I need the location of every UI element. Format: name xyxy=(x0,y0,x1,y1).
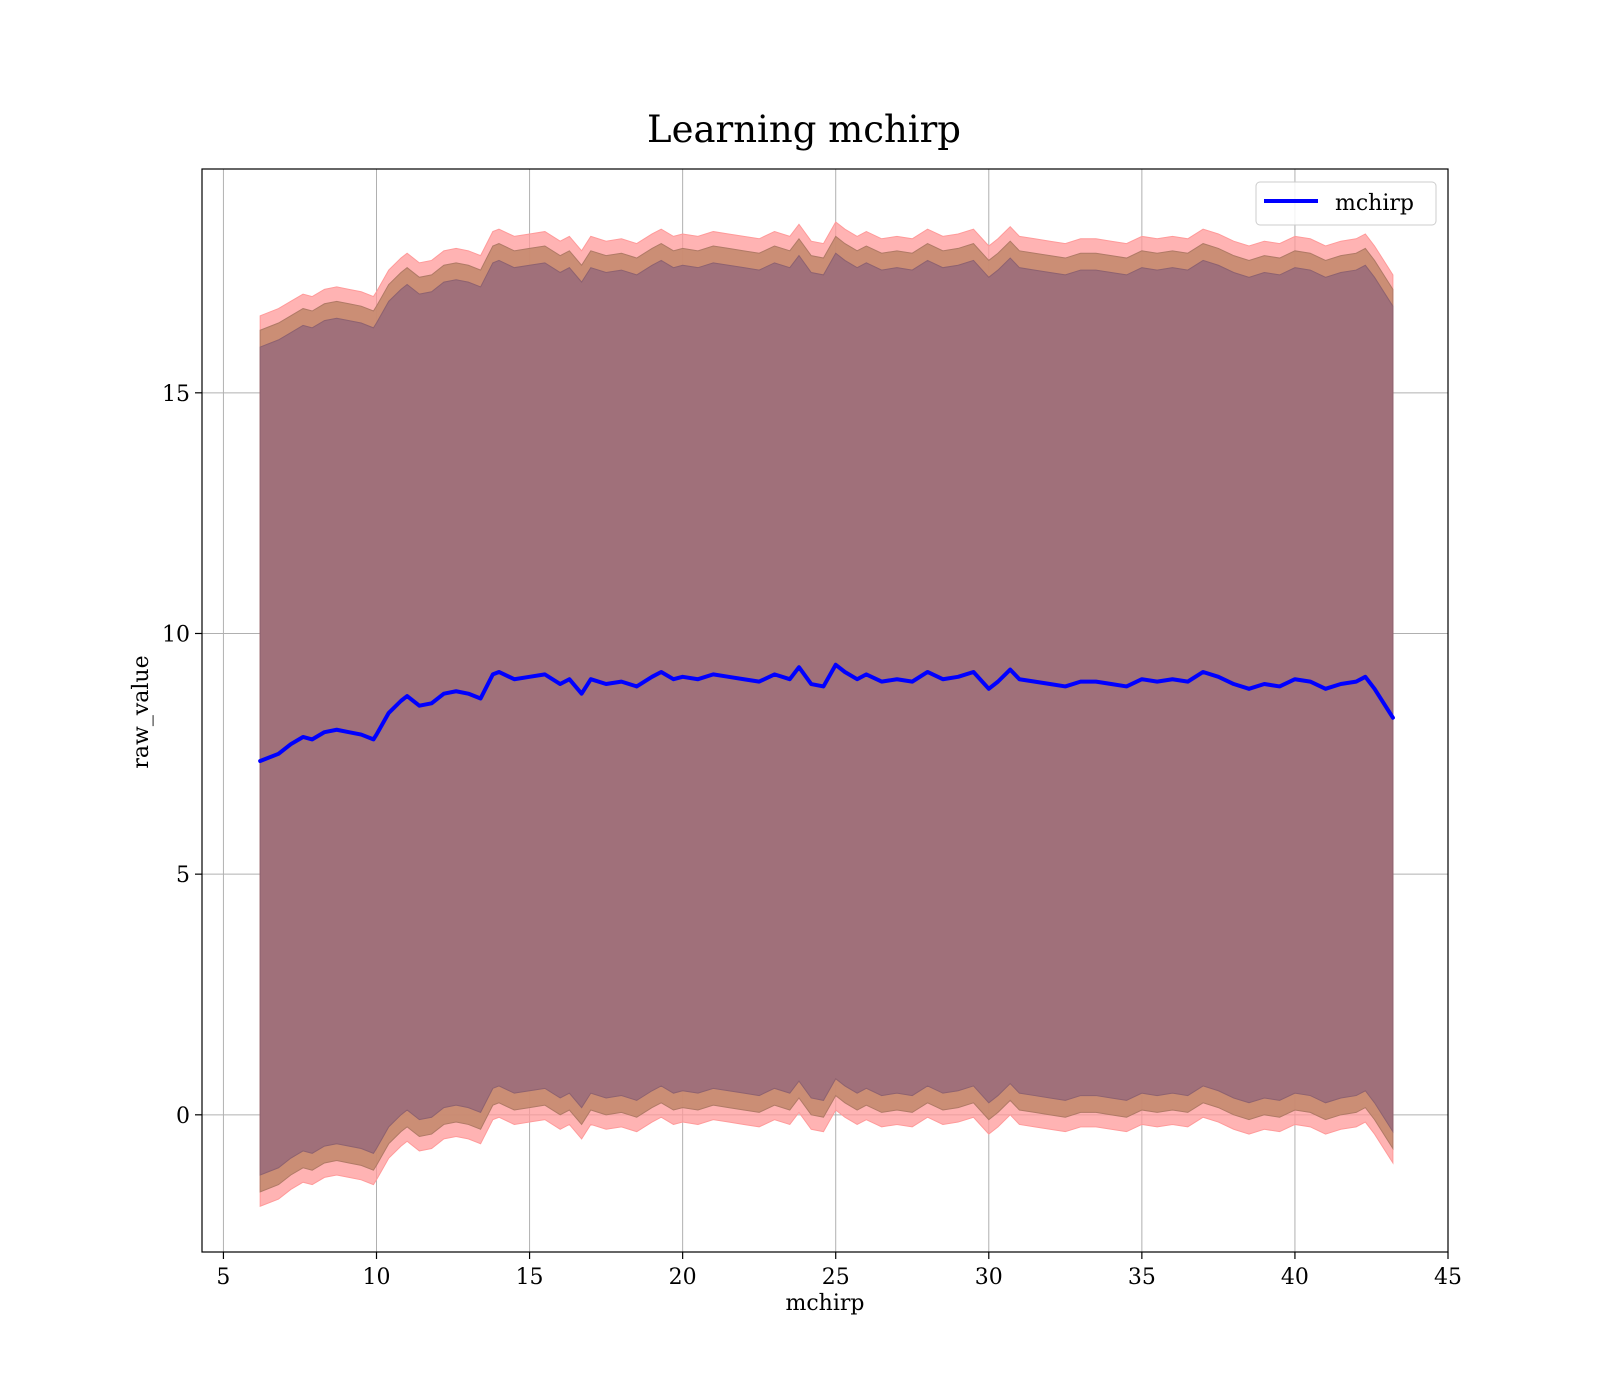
x-axis-label: mchirp xyxy=(786,1291,865,1316)
x-tick-label-20: 20 xyxy=(669,1265,697,1290)
band-inner xyxy=(259,252,1394,1176)
plot-frame xyxy=(201,168,1449,1253)
x-tick-label-45: 45 xyxy=(1434,1265,1462,1290)
axis-ticks: 5 10 15 20 25 30 35 40 45 0 5 10 15 xyxy=(162,382,1462,1290)
y-tick-label-15: 15 xyxy=(162,382,190,407)
uncertainty-bands xyxy=(259,221,1394,1208)
x-tick-label-35: 35 xyxy=(1128,1265,1156,1290)
x-tick-label-5: 5 xyxy=(216,1265,230,1290)
x-tick-label-30: 30 xyxy=(975,1265,1003,1290)
legend: mchirp xyxy=(1255,181,1437,226)
series-line-mchirp xyxy=(258,662,1395,764)
chart-title: Learning mchirp xyxy=(647,108,961,151)
x-tick-label-40: 40 xyxy=(1281,1265,1309,1290)
y-tick-label-0: 0 xyxy=(176,1104,190,1129)
series-lines xyxy=(258,662,1395,764)
y-tick-label-10: 10 xyxy=(162,622,190,647)
x-tick-label-15: 15 xyxy=(516,1265,544,1290)
y-axis-label: raw_value xyxy=(129,655,154,768)
legend-label-mchirp: mchirp xyxy=(1335,191,1414,216)
y-tick-label-5: 5 xyxy=(176,863,190,888)
x-tick-label-10: 10 xyxy=(363,1265,391,1290)
legend-box xyxy=(1255,181,1437,226)
x-tick-label-25: 25 xyxy=(822,1265,850,1290)
